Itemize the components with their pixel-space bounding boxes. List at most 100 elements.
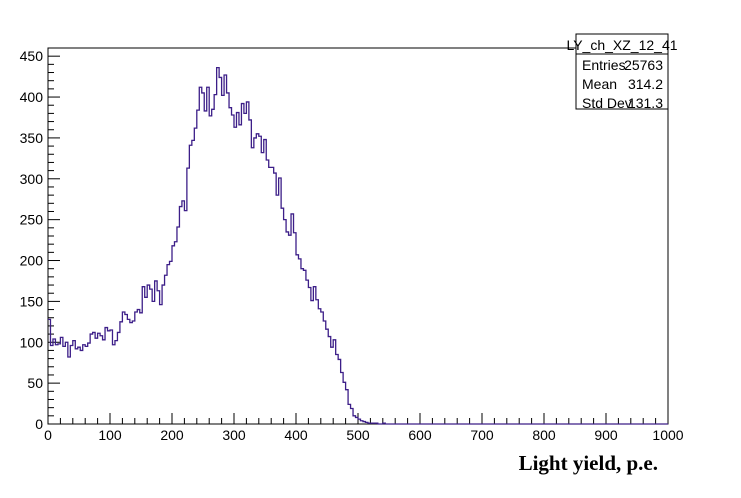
histogram-bin (264, 140, 266, 424)
histogram-bin (53, 339, 55, 424)
histogram-bin (162, 285, 164, 424)
histogram-bin (271, 167, 273, 424)
histogram-bin (55, 345, 57, 424)
stats-mean-label: Mean (582, 76, 617, 92)
histogram-bin (197, 110, 199, 424)
histogram-bin (122, 312, 124, 424)
y-tick-label: 350 (20, 130, 44, 146)
stats-box-title: LY_ch_XZ_12_41 (566, 37, 677, 53)
histogram-bin (269, 167, 271, 424)
histogram-bin (199, 87, 201, 424)
histogram-bin (289, 235, 291, 424)
x-axis-title: Light yield, p.e. (519, 451, 658, 475)
histogram-bin (256, 134, 258, 424)
x-tick-label: 200 (160, 427, 184, 443)
histogram-bin (313, 287, 315, 424)
histogram-bin (214, 95, 216, 424)
histogram-bin (160, 305, 162, 424)
stats-box: LY_ch_XZ_12_41 Entries 25763 Mean 314.2 … (566, 33, 678, 111)
y-tick-label: 0 (35, 416, 43, 432)
stats-stddev-value: 131.3 (628, 95, 663, 111)
histogram-bin (331, 347, 333, 424)
histogram-bin (174, 242, 176, 424)
histogram-bin (274, 173, 276, 424)
histogram-bin (222, 95, 224, 424)
histogram-bin (207, 87, 209, 424)
histogram-bin (100, 336, 102, 424)
histogram-bin (117, 332, 119, 424)
histogram-bin (326, 329, 328, 424)
histogram-bin (236, 113, 238, 424)
histogram-bin (147, 285, 149, 424)
histogram-bin (219, 77, 221, 424)
histogram-bin (229, 108, 231, 424)
histogram-bin (152, 301, 154, 424)
histogram-bin (259, 136, 261, 424)
y-tick-label: 50 (27, 375, 43, 391)
histogram-bin (125, 314, 127, 424)
stats-entries-label: Entries (582, 57, 626, 73)
histogram-bin (286, 232, 288, 424)
histogram-bin (112, 345, 114, 424)
histogram-bin (78, 347, 80, 424)
histogram-bin (204, 111, 206, 424)
histogram-bin (249, 120, 251, 424)
histogram-bin (132, 321, 134, 424)
histogram-bin (90, 334, 92, 424)
histogram-bin (244, 113, 246, 424)
histogram-bin (80, 350, 82, 424)
histogram-bin (321, 312, 323, 424)
histogram-bin (155, 281, 157, 424)
histogram-bin (311, 301, 313, 424)
histogram-bin (177, 227, 179, 424)
histogram-bin (103, 340, 105, 424)
histogram-bin (284, 220, 286, 424)
histogram-bin (279, 178, 281, 424)
histogram-bin (261, 153, 263, 424)
histogram-bin (212, 109, 214, 424)
histogram-bin (239, 125, 241, 424)
histogram-bin (232, 115, 234, 424)
x-tick-label: 100 (98, 427, 122, 443)
histogram-bin (328, 337, 330, 424)
stats-stddev-label: Std Dev (582, 95, 632, 111)
histogram-bin (224, 75, 226, 424)
histogram-bin (50, 346, 52, 424)
histogram-bin (192, 140, 194, 424)
histogram-bin (157, 291, 159, 424)
histogram-bin (135, 312, 137, 424)
histogram-bin (234, 127, 236, 424)
histogram-bin (254, 138, 256, 424)
x-tick-label: 600 (408, 427, 432, 443)
histogram-bin (83, 345, 85, 424)
histogram-bin (336, 355, 338, 424)
histogram-bin (93, 332, 95, 424)
histogram-bin (318, 309, 320, 424)
histogram-bin (303, 270, 305, 424)
histogram-bin (127, 319, 129, 424)
histogram-bin (291, 214, 293, 424)
histogram-bin (251, 148, 253, 424)
histogram-bin (276, 195, 278, 424)
y-tick-label: 400 (20, 89, 44, 105)
histogram-bin (189, 145, 191, 424)
histogram-bin (167, 265, 169, 424)
histogram-bin (316, 300, 318, 424)
histogram-bin (172, 246, 174, 424)
x-tick-label: 300 (222, 427, 246, 443)
histogram-bin (88, 343, 90, 424)
histogram-bin (60, 337, 62, 424)
histogram-bin (179, 207, 181, 424)
histogram-bin (202, 93, 204, 424)
x-tick-label: 1000 (652, 427, 683, 443)
histogram-bin (85, 346, 87, 424)
histogram-bin (115, 341, 117, 424)
y-tick-label: 300 (20, 171, 44, 187)
histogram-bin (241, 104, 243, 424)
histogram-bin (98, 333, 100, 424)
histogram-bin (281, 208, 283, 424)
histogram-bin (120, 322, 122, 424)
tick-labels-group: 0 100 200 300 400 500 600 700 800 900 1000 0 50 100 15… (20, 48, 684, 443)
histogram-bin (63, 346, 65, 424)
histogram-bin (140, 313, 142, 424)
